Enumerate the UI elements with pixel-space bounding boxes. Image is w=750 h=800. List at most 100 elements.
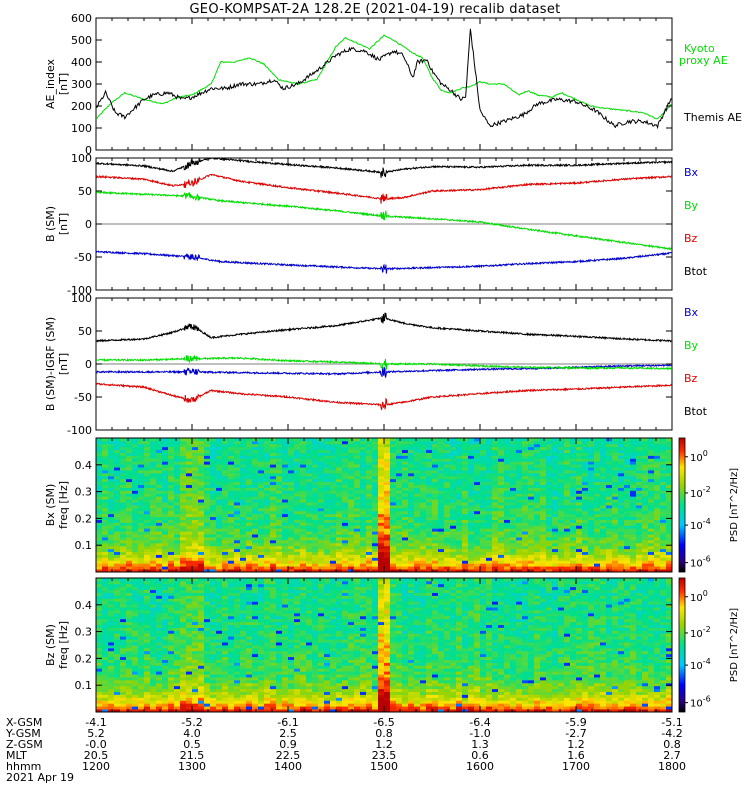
legend-bz: Bz [684,232,698,245]
y-tick-label: 0.1 [75,539,93,552]
ephemeris-value: -6.4 [469,716,490,729]
y-axis-label: B (SM) [44,206,57,242]
y-tick-label: 50 [78,185,92,198]
ephemeris-value: 23.5 [372,749,397,762]
panel-bx_spectrogram: 0.4 0.3 0.2 0.1 Bx (SM) freq [Hz] 100 10-2 10-4 1… [44,437,740,573]
series-line-btot [96,312,672,343]
panel-b_sm_minus_igrf: 100 50 0 -50 -100 B (SM)-IGRF (SM) [nT] Bx By Bz B… [44,292,708,437]
ephemeris-value: 1300 [178,760,206,773]
y-tick-label: -100 [67,284,92,297]
y-tick-label: 0.3 [75,486,93,499]
ephemeris-row-label: 2021 Apr 19 [6,771,74,784]
ephemeris-value: 0.5 [183,738,201,751]
y-tick-label: 0 [85,144,92,157]
ephemeris-value: -4.1 [85,716,106,729]
y-axis-unit: [nT] [57,353,70,375]
ephemeris-value: -6.1 [277,716,298,729]
legend-btot: Btot [684,265,708,278]
y-tick-label: 0 [85,218,92,231]
y-tick-label: 0.3 [75,626,93,639]
y-tick-label: 0.2 [75,652,93,665]
ephemeris-value: -5.1 [661,716,682,729]
legend-kyoto: proxy AE [679,54,728,67]
y-tick-label: 400 [71,56,92,69]
ephemeris-value: -2.7 [565,727,586,740]
ephemeris-row-label: MLT [6,749,27,762]
y-tick-label: 500 [71,34,92,47]
legend-themis: Themis AE [683,111,742,124]
ephemeris-value: 1800 [658,760,686,773]
y-tick-label: 50 [78,325,92,338]
ephemeris-value: 21.5 [180,749,205,762]
ephemeris-value: 1600 [466,760,494,773]
ephemeris-value: 0.6 [471,749,489,762]
series-line-themis-ae [96,28,672,130]
colorbar-tick-label: 100 [690,589,708,604]
colorbar-tick-label: 10-4 [690,657,711,672]
y-tick-label: 600 [71,12,92,25]
colorbar [678,577,686,713]
colorbar-tick-label: 10-2 [690,485,711,500]
y-tick-label: 0.4 [75,459,93,472]
ephemeris-value: 2.5 [279,727,297,740]
ephemeris-value: 1500 [370,760,398,773]
legend-bx: Bx [684,306,699,319]
ephemeris-value: -0.0 [85,738,106,751]
ephemeris-value: 5.2 [87,727,105,740]
y-tick-label: 200 [71,100,92,113]
page-title: GEO-KOMPSAT-2A 128.2E (2021-04-19) recal… [189,2,561,17]
y-tick-label: 0.2 [75,512,93,525]
ephemeris-row-label: X-GSM [6,716,42,729]
panel-ae: 600 500 400 300 200 100 0 AE_index [nT] Kyotoprox… [44,12,742,157]
y-axis-label: B (SM)-IGRF (SM) [44,317,57,411]
ephemeris-value: -1.0 [469,727,490,740]
colorbar-label: PSD [nT^2/Hz] [729,608,740,682]
y-tick-label: 100 [71,122,92,135]
y-tick-label: 0.4 [75,599,93,612]
ephemeris-value: 4.0 [183,727,201,740]
legend-kyoto: Kyoto [684,42,715,55]
ephemeris-value: -5.9 [565,716,586,729]
ephemeris-value: 0.9 [279,738,297,751]
ephemeris-row-label: hhmm [6,760,41,773]
panel-frame [95,17,673,151]
y-axis-unit: freq [Hz] [57,481,70,529]
y-axis-label: Bx (SM) [44,484,57,527]
ephemeris-value: 22.5 [276,749,301,762]
y-tick-label: -50 [74,251,92,264]
series-line-kyoto-proxy-ae [96,34,672,120]
y-axis-unit: [nT] [57,213,70,235]
panel-bz_spectrogram: 0.4 0.3 0.2 0.1 Bz (SM) freq [Hz] 100 10-2 10-4 1… [44,577,740,713]
series-line-bz [96,173,672,204]
ephemeris-row-label: Y-GSM [5,727,41,740]
series-line-by [96,355,672,371]
colorbar-tick-label: 10-6 [690,695,711,710]
colorbar-tick-label: 10-6 [690,555,711,570]
ephemeris-value: 2.7 [663,749,681,762]
y-tick-label: -100 [67,424,92,437]
legend-btot: Btot [684,405,708,418]
y-axis-label: Bz (SM) [44,624,57,666]
y-axis-unit: freq [Hz] [57,621,70,669]
colorbar [678,437,686,573]
ephemeris-value: -4.2 [661,727,682,740]
ephemeris-row-label: Z-GSM [6,738,43,751]
colorbar-tick-label: 100 [690,449,708,464]
spectrogram-cells [96,438,673,573]
series-line-bx [96,250,672,274]
y-tick-label: 0.1 [75,679,93,692]
legend-by: By [684,339,699,352]
y-axis-unit: [nT] [57,73,70,95]
series-line-bz [96,382,672,411]
ephemeris-value: 1700 [562,760,590,773]
colorbar-tick-label: 10-4 [690,517,711,532]
ephemeris-value: 1200 [82,760,110,773]
y-tick-label: 0 [85,358,92,371]
colorbar-label: PSD [nT^2/Hz] [729,468,740,542]
ephemeris-value: 20.5 [84,749,109,762]
series-line-btot [96,158,672,178]
y-axis-label: AE_index [44,58,57,109]
ephemeris-value: 1.3 [471,738,489,751]
colorbar-tick-label: 10-2 [690,625,711,640]
